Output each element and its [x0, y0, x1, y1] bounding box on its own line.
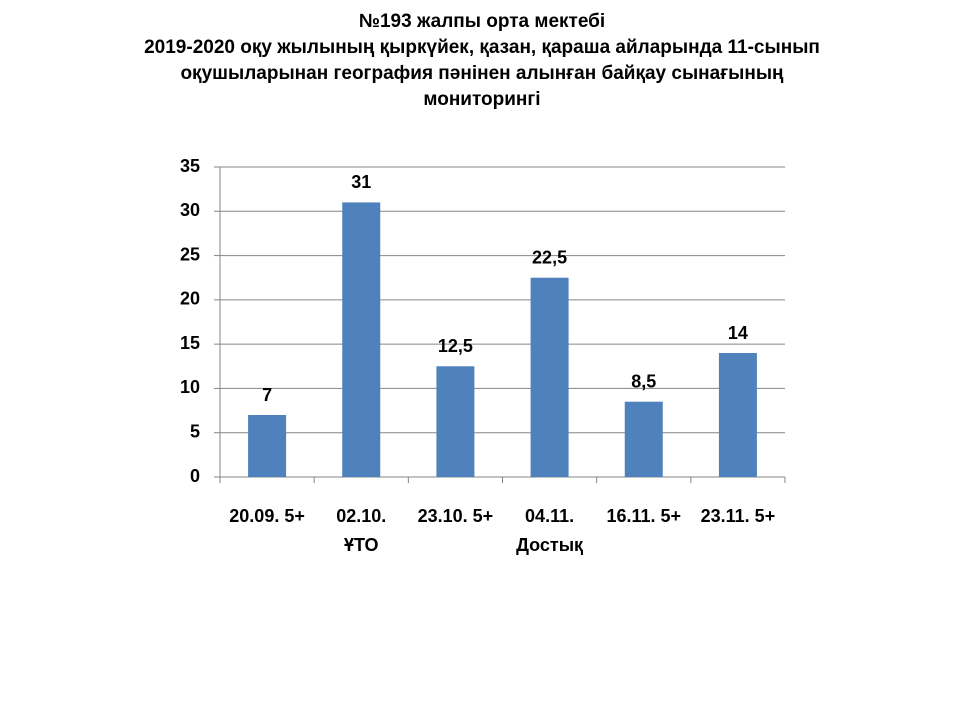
- bar: [624, 401, 663, 477]
- data-label: 12,5: [438, 336, 473, 356]
- bar: [436, 366, 475, 477]
- chart-title: №193 жалпы орта мектебі 2019-2020 оқу жыл…: [144, 11, 820, 110]
- y-tick-label: 25: [180, 244, 200, 264]
- y-tick-label: 0: [190, 466, 200, 486]
- y-tick-label: 20: [180, 289, 200, 309]
- data-label: 7: [262, 385, 272, 405]
- data-label: 31: [351, 172, 371, 192]
- y-tick-label: 10: [180, 377, 200, 397]
- bar: [342, 202, 381, 477]
- x-tick-label: 02.10. ҰТО: [336, 506, 386, 555]
- data-label: 14: [728, 323, 748, 343]
- y-tick-label: 5: [190, 421, 200, 441]
- x-tick-label: 20.09. 5+: [229, 506, 305, 526]
- x-tick-label: 23.11. 5+: [701, 506, 776, 526]
- data-label: 8,5: [631, 371, 656, 391]
- x-tick-label: 23.10. 5+: [418, 506, 494, 526]
- y-tick-label: 30: [180, 200, 200, 220]
- bar: [248, 415, 287, 477]
- y-tick-label: 35: [180, 156, 200, 176]
- x-tick-label: 04.11. Достық: [516, 506, 584, 555]
- bar: [718, 353, 757, 477]
- y-tick-label: 15: [180, 333, 200, 353]
- data-label: 22,5: [532, 247, 567, 267]
- x-tick-label: 16.11. 5+: [606, 506, 681, 526]
- bar: [530, 277, 569, 477]
